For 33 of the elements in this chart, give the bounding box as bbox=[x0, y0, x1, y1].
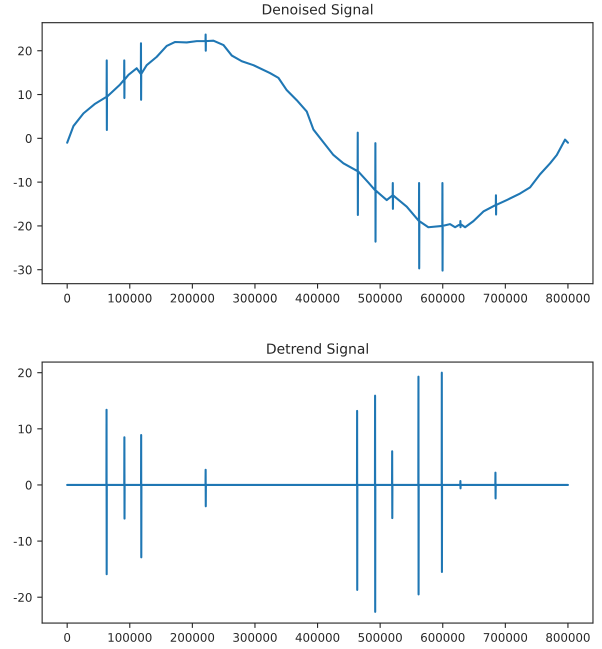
y-tick-label: -20 bbox=[14, 222, 32, 231]
x-tick-label: 100000 bbox=[108, 632, 152, 642]
y-tick-label: -20 bbox=[14, 592, 32, 602]
y-tick-label: 10 bbox=[18, 90, 32, 100]
x-tick-label: 400000 bbox=[296, 294, 340, 303]
x-tick-label: 700000 bbox=[484, 294, 528, 303]
x-tick-label: 200000 bbox=[170, 632, 214, 642]
y-tick-label: -10 bbox=[14, 178, 32, 187]
x-tick-label: 100000 bbox=[108, 294, 152, 303]
y-tick-label: 10 bbox=[18, 424, 32, 434]
line-series bbox=[66, 33, 569, 272]
y-tick-label: 20 bbox=[18, 46, 32, 56]
y-tick-label: 0 bbox=[26, 480, 32, 490]
x-tick-label: 300000 bbox=[233, 294, 277, 303]
x-tick-label: 800000 bbox=[546, 294, 590, 303]
x-tick-label: 800000 bbox=[546, 632, 590, 642]
line-series bbox=[66, 372, 569, 613]
x-tick-label: 300000 bbox=[233, 632, 277, 642]
x-tick-label: 0 bbox=[64, 294, 70, 303]
x-tick-label: 200000 bbox=[170, 294, 214, 303]
x-tick-label: 500000 bbox=[358, 294, 402, 303]
y-tick-label: -10 bbox=[14, 536, 32, 546]
chart-title: Denoised Signal bbox=[262, 4, 372, 18]
chart-title: Detrend Signal bbox=[267, 343, 368, 357]
x-tick-label: 0 bbox=[64, 632, 70, 642]
y-tick-label: 20 bbox=[18, 368, 32, 378]
x-tick-label: 400000 bbox=[296, 632, 340, 642]
x-tick-label: 500000 bbox=[358, 632, 402, 642]
x-tick-label: 700000 bbox=[484, 632, 528, 642]
y-tick-label: -30 bbox=[14, 265, 32, 274]
y-tick-label: 0 bbox=[26, 134, 32, 143]
x-tick-label: 600000 bbox=[421, 294, 464, 303]
x-tick-label: 600000 bbox=[421, 632, 464, 642]
